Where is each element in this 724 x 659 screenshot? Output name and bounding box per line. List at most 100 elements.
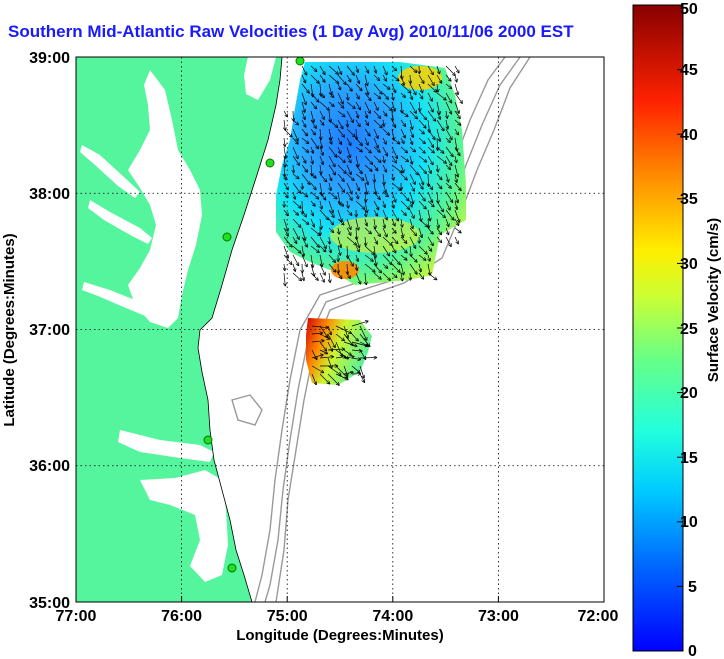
velocity-arrow [382,209,387,220]
velocity-arrow [335,373,348,380]
velocity-arrow [337,65,341,74]
velocity-arrow [319,263,325,275]
velocity-arrow [364,65,369,73]
velocity-arrow [346,173,354,180]
colorbar-tick-label: 35 [680,191,698,208]
velocity-arrow [319,209,328,220]
velocity-arrow [391,164,402,173]
velocity-arrow [427,164,431,173]
velocity-arrow [373,101,378,110]
velocity-arrow [364,101,370,113]
velocity-arrow [364,155,373,164]
velocity-arrow [445,74,451,81]
station-marker [203,435,213,445]
velocity-arrow [328,119,338,127]
velocity-arrow [311,146,313,153]
velocity-arrow [335,333,344,341]
velocity-arrow [337,272,342,279]
velocity-arrows [284,65,462,385]
velocity-arrow [409,227,416,236]
velocity-arrow [373,128,378,138]
velocity-arrow [445,83,452,88]
velocity-arrow [356,227,357,239]
velocity-arrow [292,137,298,144]
velocity-arrow [400,128,405,138]
velocity-arrow [346,128,355,137]
velocity-arrow [445,236,451,246]
velocity-arrow [373,263,381,273]
velocity-arrow [292,128,298,141]
velocity-arrow [427,155,433,165]
velocity-arrow [436,209,445,218]
velocity-arrow [437,218,439,228]
velocity-arrow [382,92,388,99]
velocity-arrow [319,101,329,110]
velocity-arrow [364,128,370,136]
velocity-arrow [310,272,318,280]
velocity-arrow [364,263,375,272]
velocity-arrow [436,155,446,163]
velocity-arrow [409,236,416,248]
velocity-arrow [319,119,324,125]
y-tick-label: 38:00 [29,186,70,203]
velocity-arrow [320,218,321,229]
velocity-arrow [400,263,404,275]
velocity-arrow [328,128,331,140]
velocity-arrow [355,218,359,230]
velocity-arrow [364,146,371,153]
velocity-arrow [292,146,298,158]
velocity-arrow [418,209,421,221]
velocity-arrow [337,110,345,117]
velocity-arrow [454,218,459,225]
velocity-arrow [292,182,300,193]
velocity-arrow [328,218,333,225]
velocity-arrow [301,74,306,83]
velocity-arrow [311,341,324,342]
velocity-arrow [337,128,344,137]
velocity-arrow [301,83,309,93]
velocity-arrow [319,272,324,282]
velocity-arrow [346,191,352,200]
velocity-arrow [311,349,317,359]
velocity-arrow [364,110,367,118]
velocity-arrow [355,173,364,180]
velocity-arrow [328,146,337,157]
velocity-arrow [445,137,450,142]
velocity-arrow [455,173,457,182]
velocity-arrow [328,65,338,74]
velocity-arrow [319,245,326,252]
velocity-arrow [427,101,433,112]
velocity-arrow [337,200,344,206]
velocity-arrow [292,236,297,243]
velocity-arrow [436,200,443,212]
velocity-arrow [427,137,433,147]
velocity-arrow [373,227,380,236]
velocity-arrow [373,83,382,94]
velocity-arrow [328,200,333,213]
velocity-arrow [310,110,314,122]
velocity-arrow [418,182,423,189]
velocity-arrow [328,101,334,106]
potomac-river [80,145,140,198]
velocity-arrow [418,128,424,134]
velocity-arrow [365,272,366,285]
velocity-arrow [418,74,424,83]
velocity-arrow [328,173,332,180]
velocity-arrow [355,164,362,174]
velocity-arrow [400,173,407,180]
velocity-arrow [319,373,330,384]
velocity-arrow [343,372,353,374]
velocity-arrow [355,83,362,91]
velocity-arrow [319,155,323,164]
velocity-arrow [301,155,306,163]
velocity-arrow [337,119,343,129]
y-tick-label: 39:00 [29,50,70,67]
velocity-arrow [356,263,357,270]
x-tick-label: 73:00 [478,608,519,625]
velocity-arrow [329,236,330,244]
velocity-arrow [418,83,423,93]
velocity-arrow [327,357,332,368]
x-tick-marks [75,596,605,602]
velocity-arrow [346,164,351,174]
velocity-arrow [454,209,459,222]
